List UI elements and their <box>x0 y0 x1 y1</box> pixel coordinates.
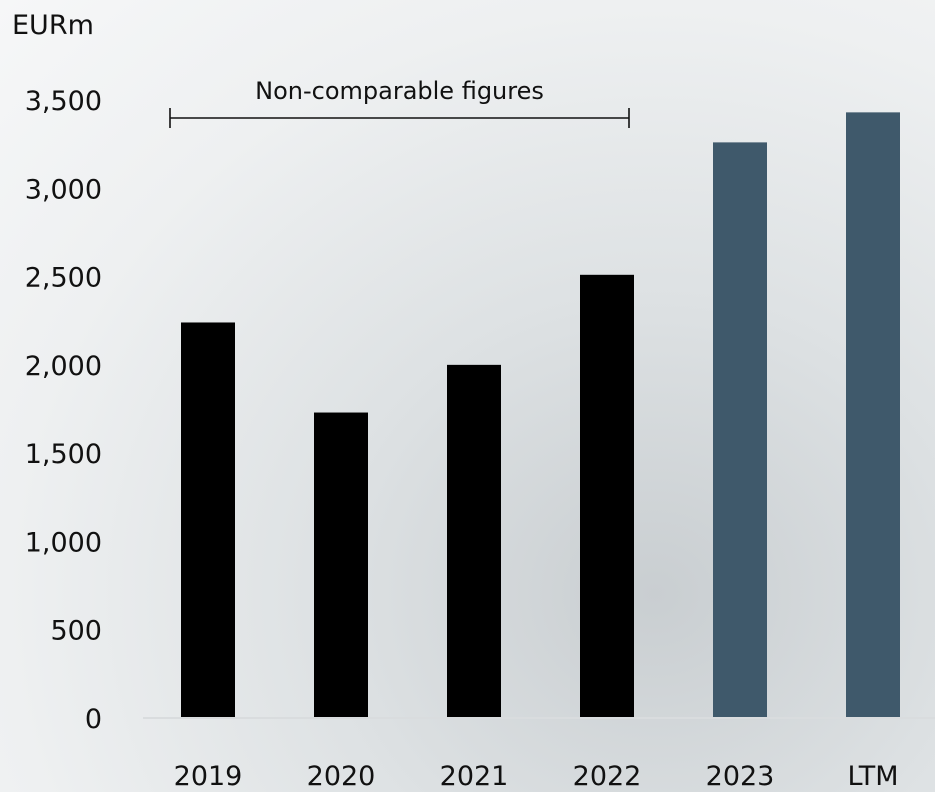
y-tick-label: 1,000 <box>25 527 102 558</box>
bar-2019 <box>181 322 235 718</box>
bar-2020 <box>314 413 368 718</box>
x-axis: 2019 2020 2021 2022 2023 LTM <box>143 718 935 792</box>
x-tick-label: 2023 <box>706 761 775 792</box>
y-tick-label: 1,500 <box>25 439 102 470</box>
y-axis: 0 500 1,000 1,500 2,000 2,500 3,000 3,500 <box>25 86 102 735</box>
bar-2022 <box>580 275 634 718</box>
x-tick-label: 2020 <box>307 761 376 792</box>
non-comparable-label: Non-comparable figures <box>255 77 544 105</box>
bar-ltm <box>846 112 900 718</box>
x-tick-label: 2019 <box>174 761 243 792</box>
x-tick-label: 2022 <box>573 761 642 792</box>
y-tick-label: 3,000 <box>25 174 102 205</box>
bar-2021 <box>447 365 501 718</box>
y-tick-label: 0 <box>85 704 102 735</box>
unit-label: EURm <box>12 10 94 41</box>
x-tick-label: 2021 <box>440 761 509 792</box>
non-comparable-bracket: Non-comparable figures <box>170 77 629 128</box>
y-tick-label: 2,000 <box>25 351 102 382</box>
bar-2023 <box>713 142 767 718</box>
y-tick-label: 2,500 <box>25 263 102 294</box>
y-tick-label: 500 <box>50 616 102 647</box>
y-tick-label: 3,500 <box>25 86 102 117</box>
x-tick-label: LTM <box>847 761 898 792</box>
bars <box>181 112 900 718</box>
